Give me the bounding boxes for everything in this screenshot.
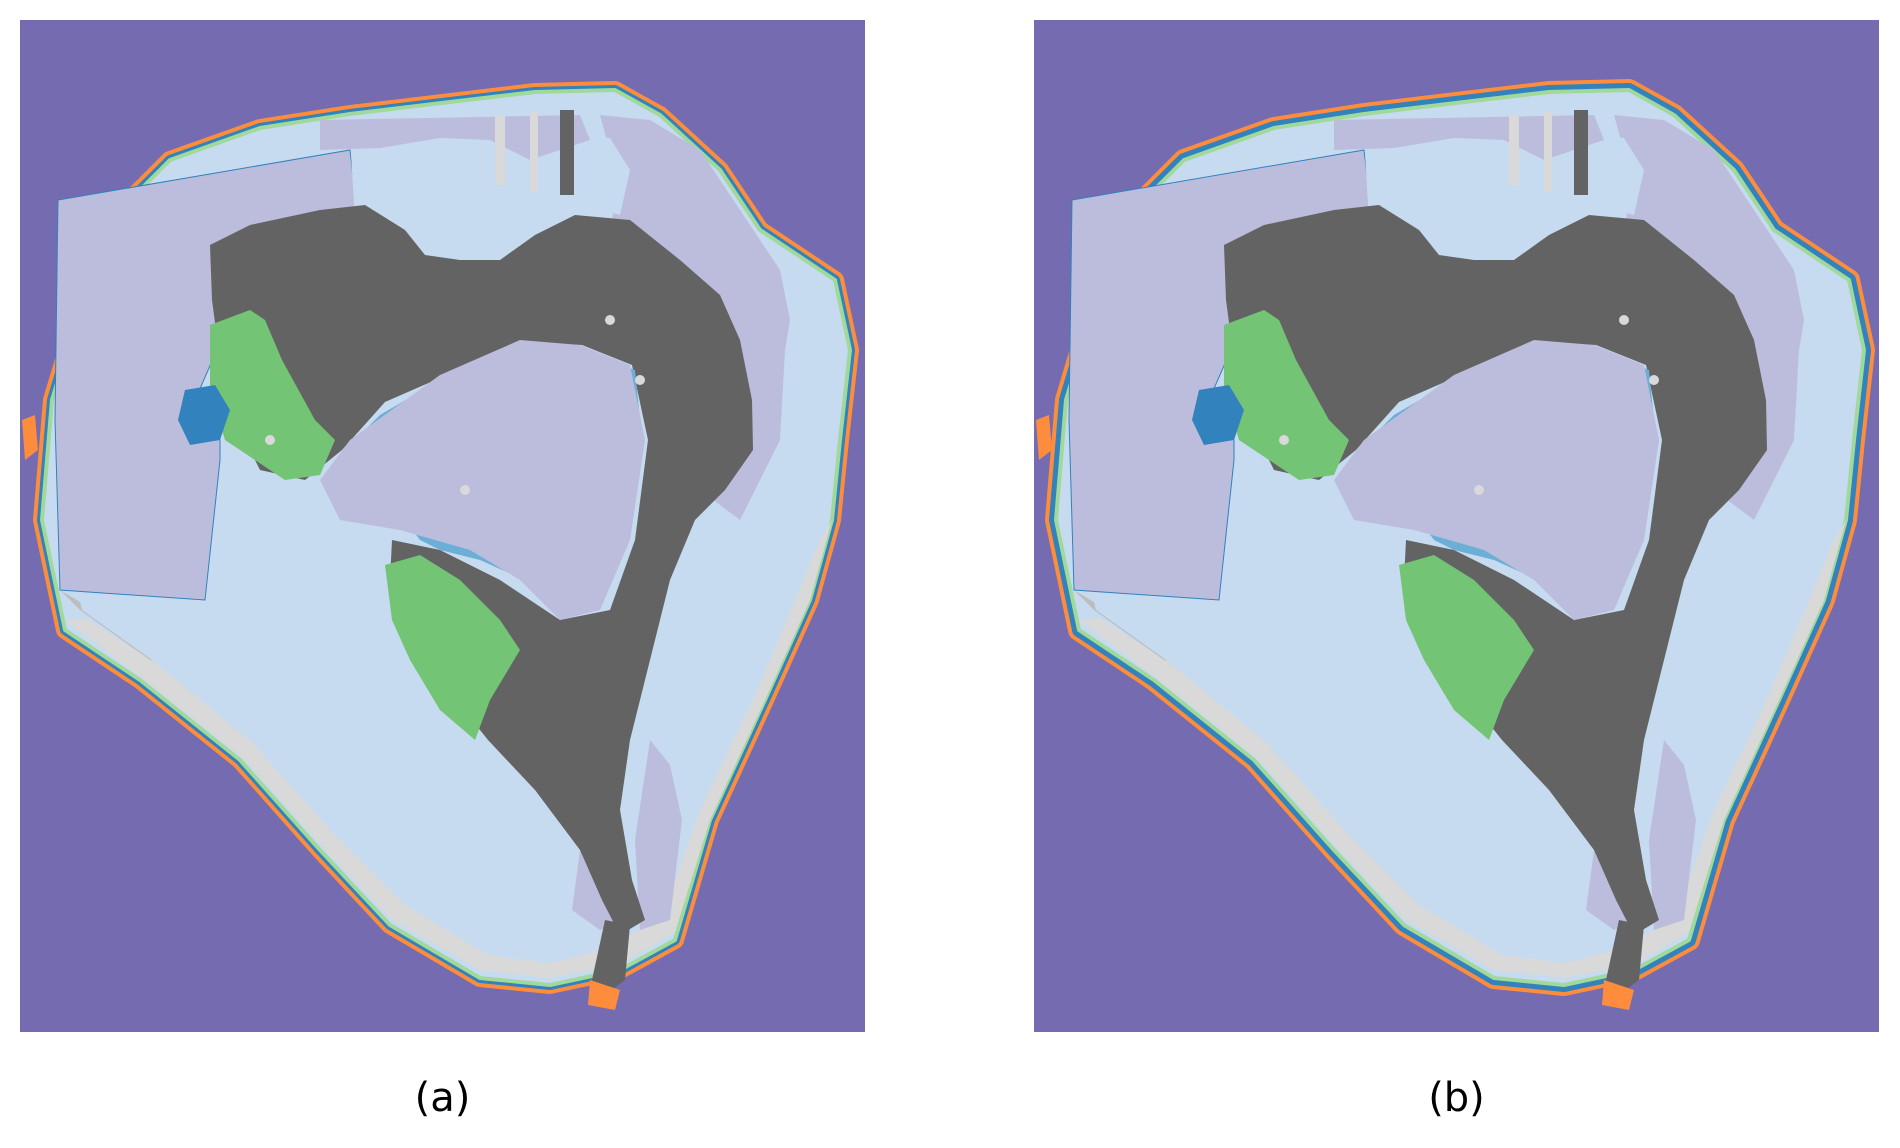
north-channel-3 — [560, 110, 574, 195]
west-deep-spot — [1192, 385, 1244, 445]
south-outlet — [592, 920, 630, 995]
south-outlet — [1606, 920, 1644, 995]
land-mass — [1224, 205, 1767, 935]
sand-patch-3 — [460, 485, 470, 495]
west-islet — [1036, 415, 1052, 460]
north-lagoon — [1334, 115, 1604, 160]
west-deep-spot — [178, 385, 230, 445]
south-outlet-fringe — [1602, 980, 1634, 1010]
sand-patch-4 — [1279, 435, 1289, 445]
south-lagoon-east — [1649, 740, 1696, 930]
map-panel-b — [1034, 20, 1879, 1032]
west-islet — [22, 415, 38, 460]
sand-patch-2 — [605, 315, 615, 325]
west-vegetation — [1224, 310, 1349, 480]
north-channel-2 — [1544, 112, 1552, 192]
north-lagoon — [320, 115, 590, 160]
north-channel-2 — [530, 112, 538, 192]
sand-patch-2 — [1619, 315, 1629, 325]
west-vegetation — [210, 310, 335, 480]
sand-patch-1 — [635, 375, 645, 385]
south-lagoon-east — [635, 740, 682, 930]
south-outlet-fringe — [588, 980, 620, 1010]
south-vegetation — [385, 555, 520, 740]
land-mass — [210, 205, 753, 935]
north-channel-3 — [1574, 110, 1588, 195]
north-channel-1 — [495, 115, 505, 185]
map-panel-a — [20, 20, 865, 1032]
sand-patch-3 — [1474, 485, 1484, 495]
sand-patch-1 — [1649, 375, 1659, 385]
caption-a: (a) — [414, 1075, 471, 1121]
central-lagoon — [1334, 340, 1659, 620]
central-lagoon — [320, 340, 645, 620]
caption-b: (b) — [1428, 1075, 1485, 1121]
sand-patch-4 — [265, 435, 275, 445]
north-channel-1 — [1509, 115, 1519, 185]
south-vegetation — [1399, 555, 1534, 740]
